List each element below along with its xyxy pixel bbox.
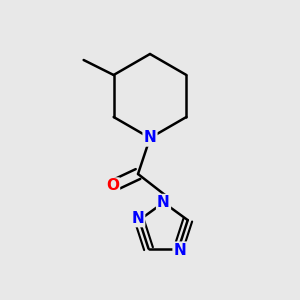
Text: N: N bbox=[174, 243, 186, 258]
Text: N: N bbox=[144, 130, 156, 146]
Text: O: O bbox=[106, 178, 119, 194]
Text: N: N bbox=[131, 211, 144, 226]
Text: N: N bbox=[157, 195, 170, 210]
